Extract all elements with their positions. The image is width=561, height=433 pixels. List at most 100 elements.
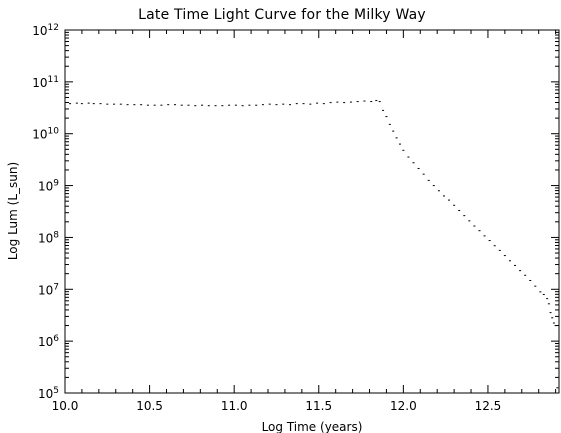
data-point [309,103,312,105]
data-point [378,101,381,103]
data-point [529,279,532,281]
data-point [255,104,258,106]
data-point [547,303,550,305]
data-point [187,104,190,106]
y-tick-label: 1011 [32,75,59,90]
data-point [201,104,204,106]
data-point [69,103,72,105]
plot-frame [64,29,560,394]
data-point [483,235,486,237]
data-point [126,104,129,106]
x-tick-label: 12.0 [390,399,417,413]
data-point [503,255,506,257]
data-point [180,104,183,106]
data-point [241,105,244,107]
data-point [395,137,398,139]
data-point [448,199,451,201]
data-point [343,102,346,104]
data-point [519,270,522,272]
data-point [87,102,90,104]
data-point [385,116,388,118]
data-point [493,245,496,247]
y-axis-ticks [65,29,559,394]
data-point [398,143,401,145]
data-point [546,298,549,300]
y-axis-tick-labels: 105 106 107 108 109 1010 1011 1012 [32,23,59,401]
data-point [417,167,420,169]
data-point [119,103,122,105]
data-point [289,104,292,106]
data-point [221,105,224,107]
data-point [468,220,471,222]
data-point [349,101,352,103]
data-point [295,103,298,105]
data-point [478,230,481,232]
data-point [75,102,78,104]
data-point [498,249,501,251]
data-point [106,103,109,105]
data-point [554,325,557,327]
data-point [552,322,555,324]
data-point [92,103,95,105]
data-point [336,101,339,103]
y-tick-label: 109 [38,179,59,194]
y-tick-label: 1010 [32,127,59,142]
x-axis-tick-labels: 10.0 10.5 11.0 11.5 12.0 12.5 [52,399,502,413]
data-point [268,103,271,105]
data-point [382,109,385,111]
data-point [356,101,359,103]
data-point [302,103,305,105]
data-point [442,195,445,197]
data-point [542,293,545,295]
data-point [207,105,210,107]
data-point [194,105,197,107]
data-point [363,100,366,102]
data-point [539,291,542,293]
data-point [453,204,456,206]
data-point [551,317,554,319]
data-point [427,179,430,181]
data-point [173,104,176,106]
data-point [133,104,136,106]
data-point [407,156,410,158]
data-point [514,264,517,266]
data-point [113,103,116,105]
data-point [508,260,511,262]
y-tick-label: 105 [38,386,59,401]
y-tick-label: 107 [38,282,59,297]
data-point [146,104,149,106]
x-tick-label: 11.5 [305,399,332,413]
data-point [282,103,285,105]
x-axis-label: Log Time (years) [262,420,363,433]
data-point [228,104,231,106]
data-point [261,104,264,106]
data-point [322,103,325,105]
data-point [488,240,491,242]
data-point [214,105,217,107]
data-point [458,209,461,211]
y-tick-label: 108 [38,230,59,245]
data-point [437,190,440,192]
data-point [463,215,466,217]
data-point [388,123,391,125]
x-axis-ticks [64,30,557,393]
data-point [80,103,83,105]
data-point [316,102,319,104]
y-tick-label: 1012 [32,23,59,38]
y-tick-label: 106 [38,334,59,349]
x-tick-label: 10.5 [136,399,163,413]
data-point [329,102,332,104]
data-point [160,104,163,106]
data-point [375,100,378,102]
x-tick-label: 10.0 [52,399,79,413]
data-point [392,130,395,132]
y-axis-label: Log Lum (L_sun) [6,162,20,260]
data-point [370,101,373,103]
data-point [248,104,251,106]
data-point [275,104,278,106]
x-tick-label: 11.0 [221,399,248,413]
data-point [432,185,435,187]
data-point [167,104,170,106]
